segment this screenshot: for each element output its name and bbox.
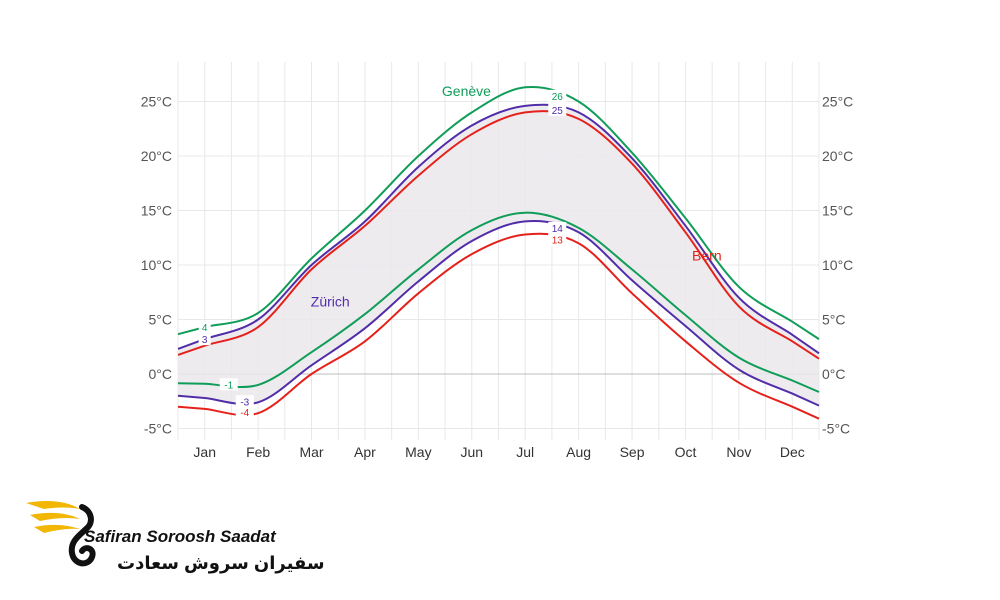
value-label-bg	[198, 321, 211, 334]
winged-swan-logo-icon	[26, 501, 96, 567]
y-tick-label-left: 10°C	[141, 257, 172, 273]
series-name-label: Bern	[692, 248, 722, 264]
value-label-bg	[219, 378, 238, 391]
x-tick-label: Jan	[193, 444, 216, 460]
value-label: 26	[552, 92, 564, 103]
y-tick-label-right: -5°C	[822, 421, 850, 437]
x-tick-label: Apr	[354, 444, 376, 460]
value-label-bg	[548, 233, 567, 246]
x-tick-label: Aug	[566, 444, 591, 460]
value-label: 13	[552, 236, 564, 247]
x-tick-label: Dec	[780, 444, 805, 460]
x-tick-label: Mar	[299, 444, 323, 460]
value-label-bg	[235, 406, 254, 419]
y-tick-label-left: 0°C	[149, 366, 173, 382]
series-line-high	[177, 103, 820, 355]
value-label: 14	[552, 224, 564, 235]
series-line-high	[177, 85, 820, 340]
series-line-low	[177, 220, 820, 407]
x-tick-label: May	[405, 444, 431, 460]
series-line-low	[177, 211, 820, 393]
y-tick-label-left: 25°C	[141, 94, 172, 110]
company-logo: Safiran Soroosh Saadat سفیران سروش سعادت	[22, 493, 325, 583]
series-line-high	[177, 110, 820, 360]
x-tick-label: Nov	[726, 444, 751, 460]
range-band	[178, 104, 819, 406]
value-label-bg	[548, 103, 567, 116]
value-label-bg	[548, 89, 567, 102]
y-tick-label-right: 15°C	[822, 203, 853, 219]
value-label-bg	[548, 221, 567, 234]
series-name-label: Zürich	[311, 293, 350, 309]
value-label: -3	[240, 397, 249, 408]
y-tick-label-left: -5°C	[144, 421, 172, 437]
value-label: 4	[202, 323, 208, 334]
y-tick-label-left: 5°C	[149, 312, 173, 328]
x-tick-label: Oct	[675, 444, 697, 460]
y-tick-label-left: 20°C	[141, 148, 172, 164]
y-tick-label-right: 0°C	[822, 366, 846, 382]
y-tick-label-right: 5°C	[822, 312, 846, 328]
y-tick-label-right: 20°C	[822, 148, 853, 164]
value-label: -4	[240, 408, 249, 419]
y-tick-label-left: 15°C	[141, 203, 172, 219]
x-tick-label: Sep	[620, 444, 645, 460]
value-label: -1	[224, 380, 233, 391]
value-label: 25	[552, 106, 564, 117]
x-tick-label: Jul	[516, 444, 534, 460]
value-label-bg	[235, 395, 254, 408]
x-tick-label: Jun	[461, 444, 484, 460]
x-tick-label: Feb	[246, 444, 270, 460]
y-tick-label-right: 25°C	[822, 94, 853, 110]
value-label: 3	[202, 335, 208, 346]
series-line-low	[177, 232, 820, 420]
series-name-label: Genève	[442, 83, 491, 99]
y-tick-label-right: 10°C	[822, 257, 853, 273]
logo-text-fa: سفیران سروش سعادت	[117, 553, 325, 573]
value-label-bg	[198, 333, 211, 346]
logo-text-en: Safiran Soroosh Saadat	[84, 527, 276, 546]
